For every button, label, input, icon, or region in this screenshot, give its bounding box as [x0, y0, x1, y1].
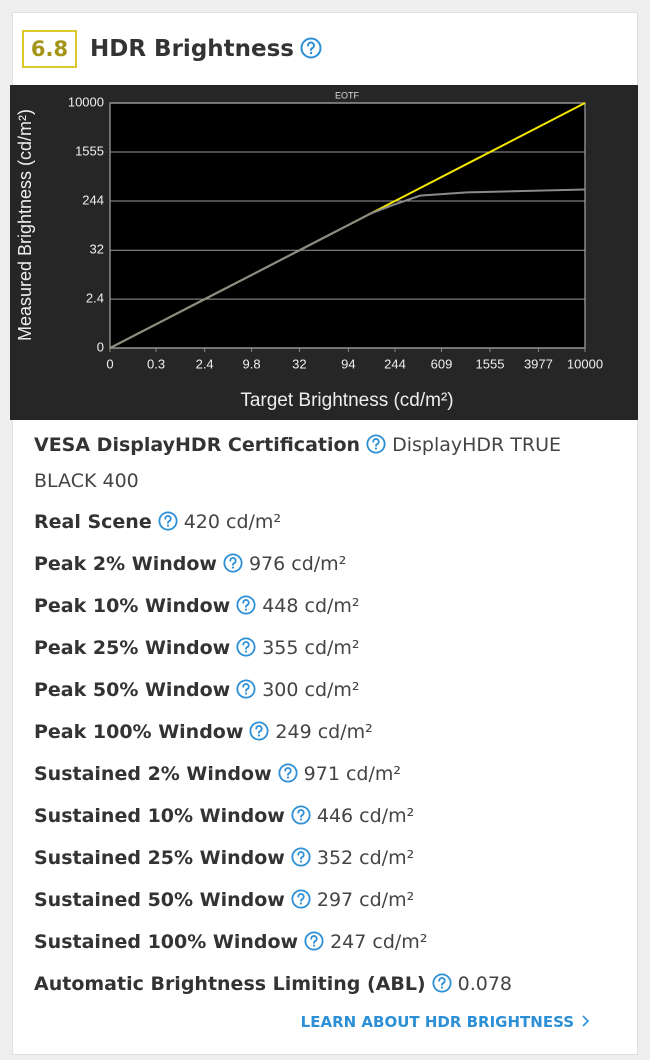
spec-value: 249 cd/m²: [275, 721, 373, 743]
spec-label: Sustained 100% Window: [34, 931, 299, 953]
link-text[interactable]: LEARN ABOUT HDR BRIGHTNESS: [300, 1013, 574, 1031]
x-axis-label: Target Brightness (cd/m²): [240, 390, 453, 411]
spec-row: Real Scene 420 cd/m²: [34, 504, 614, 540]
spec-row: Sustained 25% Window 352 cd/m²: [34, 840, 614, 876]
help-icon[interactable]: [236, 637, 256, 657]
spec-value: 352 cd/m²: [316, 847, 415, 869]
chevron: [582, 1015, 590, 1027]
spec-label: Sustained 10% Window: [34, 805, 285, 827]
spec-value: 297 cd/m²: [316, 889, 415, 911]
spec-value: 971 cd/m²: [303, 763, 401, 785]
x-tick-label: 94: [341, 356, 355, 371]
spec-value: 448 cd/m²: [262, 595, 360, 617]
spec-row: Peak 25% Window 355 cd/m²: [34, 630, 614, 666]
spec-label: Peak 2% Window: [34, 553, 217, 575]
y-tick-label: 1555: [75, 143, 104, 158]
x-tick-label: 0.3: [147, 356, 165, 371]
help-icon[interactable]: [291, 805, 311, 825]
spec-value: 420 cd/m²: [183, 511, 282, 533]
spec-row: Sustained 100% Window 247 cd/m²: [34, 924, 614, 960]
help-icon[interactable]: [366, 434, 386, 454]
spec-value: 247 cd/m²: [330, 931, 428, 953]
spec-value: 300 cd/m²: [262, 679, 360, 701]
help-icon[interactable]: [236, 679, 256, 699]
help-icon[interactable]: [236, 595, 256, 615]
spec-value: 976 cd/m²: [248, 553, 347, 575]
help-icon[interactable]: [291, 847, 311, 867]
spec-label: Sustained 25% Window: [34, 847, 285, 869]
spec-label: Automatic Brightness Limiting (ABL): [34, 973, 426, 995]
spec-value: 0.078: [457, 973, 513, 995]
spec-value: 446 cd/m²: [316, 805, 415, 827]
y-tick-label: 32: [90, 242, 104, 257]
x-tick-label: 609: [431, 356, 453, 371]
x-tick-label: 3977: [524, 356, 553, 371]
help-icon[interactable]: [249, 721, 269, 741]
y-tick-label: 0: [97, 339, 104, 354]
spec-label: Peak 100% Window: [34, 721, 244, 743]
help-icon[interactable]: [432, 973, 452, 993]
score-badge: 6.8: [22, 30, 77, 68]
spec-label: Peak 10% Window: [34, 595, 231, 617]
spec-value: 355 cd/m²: [262, 637, 360, 659]
x-tick-label: 2.4: [196, 356, 214, 371]
spec-label: Peak 50% Window: [34, 679, 231, 701]
y-tick-label: 244: [82, 192, 104, 207]
x-tick-label: 1555: [476, 356, 505, 371]
help-icon[interactable]: [291, 889, 311, 909]
x-tick-label: 244: [384, 356, 406, 371]
help-icon[interactable]: [158, 511, 178, 531]
spec-label: Sustained 2% Window: [34, 763, 272, 785]
y-tick-label: 10000: [68, 94, 104, 109]
spec-value: DisplayHDR TRUE BLACK 400: [34, 434, 561, 492]
y-tick-label: 2.4: [86, 291, 104, 306]
x-tick-label: 10000: [567, 356, 603, 371]
help-icon[interactable]: [278, 763, 298, 783]
help-icon[interactable]: [300, 37, 322, 59]
spec-label: Sustained 50% Window: [34, 889, 285, 911]
spec-label: Peak 25% Window: [34, 637, 231, 659]
spec-row: Sustained 2% Window 971 cd/m²: [34, 756, 614, 792]
x-tick-label: 32: [292, 356, 306, 371]
section-title: HDR Brightness: [90, 30, 328, 68]
spec-label: Real Scene: [34, 511, 152, 533]
help-icon[interactable]: [223, 553, 243, 573]
spec-label: VESA DisplayHDR Certification: [34, 434, 361, 456]
spec-row: Peak 100% Window 249 cd/m²: [34, 714, 614, 750]
chart: EOTF Target Brightness (cd/m²) Measured …: [10, 85, 638, 420]
spec-row: Peak 10% Window 448 cd/m²: [34, 588, 614, 624]
x-tick-label: 0: [106, 356, 113, 371]
chart-title: EOTF: [335, 90, 360, 100]
spec-row: Automatic Brightness Limiting (ABL) 0.078: [34, 966, 614, 1002]
learn-link[interactable]: LEARN ABOUT HDR BRIGHTNESS: [301, 1010, 594, 1034]
x-tick-label: 9.8: [243, 356, 261, 371]
spec-row: Sustained 50% Window 297 cd/m²: [34, 882, 614, 918]
series-line: [109, 188, 586, 349]
spec-row: VESA DisplayHDR Certification DisplayHDR …: [34, 427, 614, 499]
help-icon[interactable]: [304, 931, 324, 951]
spec-row: Peak 50% Window 300 cd/m²: [34, 672, 614, 708]
spec-row: Peak 2% Window 976 cd/m²: [34, 546, 614, 582]
spec-row: Sustained 10% Window 446 cd/m²: [34, 798, 614, 834]
y-axis-label: Measured Brightness (cd/m²): [15, 109, 35, 341]
title-text: HDR Brightness: [90, 36, 295, 62]
